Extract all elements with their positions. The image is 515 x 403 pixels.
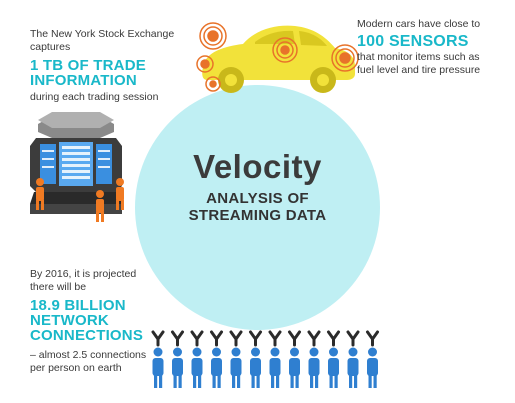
connected-person-icon xyxy=(268,330,282,388)
connected-person-icon xyxy=(151,330,165,388)
connected-person-icon xyxy=(366,330,379,388)
page-title: Velocity xyxy=(193,148,322,185)
nyse-text-2: captures xyxy=(30,41,71,53)
car-icon xyxy=(196,22,359,93)
connected-person-icon xyxy=(190,330,204,388)
network-text-1: By 2016, it is projected xyxy=(30,268,137,280)
connected-person-icon xyxy=(327,330,340,388)
nyse-fact: The New York Stock Exchange captures 1 T… xyxy=(30,28,205,104)
connected-people-icon xyxy=(151,330,379,388)
subtitle-line-2: STREAMING DATA xyxy=(188,207,327,224)
cars-fact: Modern cars have close to 100 SENSORS th… xyxy=(357,18,512,77)
stock-exchange-building-icon xyxy=(30,112,124,222)
cars-text-1: Modern cars have close to xyxy=(357,18,481,30)
nyse-highlight-2: INFORMATION xyxy=(30,72,137,89)
nyse-highlight-1: 1 TB OF TRADE xyxy=(30,57,146,74)
connected-person-icon xyxy=(307,330,321,388)
nyse-text-1: The New York Stock Exchange xyxy=(30,28,175,40)
connected-person-icon xyxy=(288,330,301,388)
cars-highlight: 100 SENSORS xyxy=(357,33,469,50)
network-highlight-2: NETWORK xyxy=(30,312,109,329)
connected-person-icon xyxy=(249,330,262,388)
network-text-2: there will be xyxy=(30,281,87,293)
network-text-3: – almost 2.5 connections xyxy=(30,349,147,361)
connected-person-icon xyxy=(229,330,243,388)
subtitle-line-1: ANALYSIS OF xyxy=(206,190,309,207)
network-highlight-3: CONNECTIONS xyxy=(30,327,144,344)
cars-text-2: that monitor items such as xyxy=(357,51,480,63)
network-text-4: per person on earth xyxy=(30,362,122,374)
cars-text-3: fuel level and tire pressure xyxy=(357,64,481,76)
velocity-circle xyxy=(135,85,380,330)
connected-person-icon xyxy=(171,330,184,388)
page-subtitle: ANALYSIS OF STREAMING DATA xyxy=(135,190,380,224)
connected-person-icon xyxy=(210,330,223,388)
network-highlight-1: 18.9 BILLION xyxy=(30,297,126,314)
network-fact: By 2016, it is projected there will be 1… xyxy=(30,268,180,375)
connected-person-icon xyxy=(346,330,360,388)
nyse-text-3: during each trading session xyxy=(30,91,159,103)
